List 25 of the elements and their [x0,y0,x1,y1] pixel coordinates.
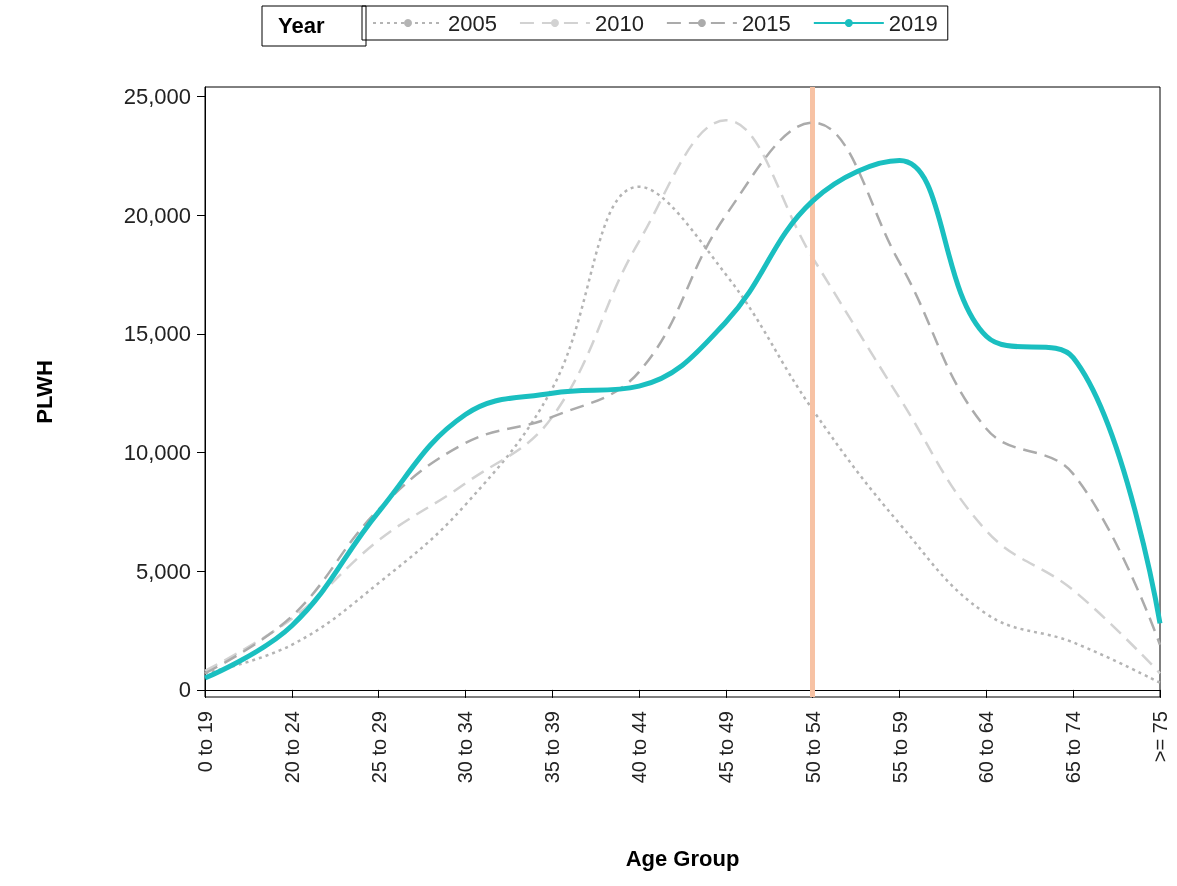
x-tick-label: 45 to 49 [714,711,737,784]
x-tick-label: 35 to 39 [541,711,564,784]
y-tick-label: 0 [178,677,191,703]
y-tick-label: 20,000 [123,202,191,228]
x-tick-label: >= 75 [1149,711,1171,763]
y-tick-label: 25,000 [123,83,191,109]
x-tick-label: 50 to 54 [801,711,824,784]
x-tick-label: 40 to 44 [628,711,651,784]
y-tick-label: 10,000 [123,440,191,466]
y-axis-title: PLWH [31,360,57,424]
x-tick-label: 20 to 24 [280,711,303,784]
legend-title: Year [278,12,325,38]
x-tick-label: 65 to 74 [1062,711,1085,784]
y-tick-label: 5,000 [135,558,191,584]
x-tick-label: 30 to 34 [454,711,477,784]
x-tick-label: 0 to 19 [194,711,216,773]
x-tick-label: 60 to 64 [975,711,998,784]
legend-label: 2015 [741,10,791,36]
legend-label: 2005 [448,10,497,36]
x-axis-title: Age Group [625,845,740,871]
legend-label: 2019 [888,10,938,36]
x-tick-label: 55 to 59 [888,711,911,784]
legend-label: 2010 [594,10,644,36]
y-tick-label: 15,000 [123,321,191,347]
x-tick-label: 25 to 29 [367,711,390,784]
